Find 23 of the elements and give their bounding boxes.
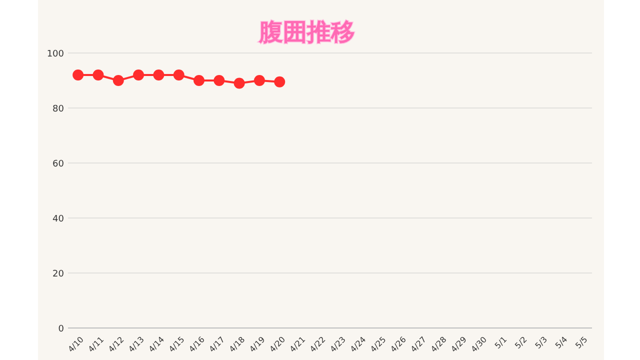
point bbox=[173, 70, 184, 80]
y-tick-label: 20 bbox=[52, 270, 64, 280]
point bbox=[133, 70, 144, 80]
y-tick-label: 80 bbox=[52, 104, 64, 114]
point bbox=[254, 75, 265, 86]
x-tick-label: 5/2 bbox=[513, 335, 529, 350]
point bbox=[274, 76, 286, 88]
y-tick-label: 0 bbox=[58, 324, 64, 334]
x-tick-label: 5/4 bbox=[554, 335, 570, 350]
x-tick-label: 5/5 bbox=[574, 335, 590, 350]
y-tick-label: 40 bbox=[52, 214, 64, 224]
x-tick-label: 5/3 bbox=[534, 335, 549, 350]
x-tick-label: 5/1 bbox=[493, 335, 509, 350]
point bbox=[112, 75, 124, 86]
y-tick-label: 100 bbox=[46, 50, 64, 60]
point bbox=[72, 70, 84, 80]
point bbox=[234, 78, 245, 89]
point bbox=[153, 70, 164, 80]
y-tick-label: 60 bbox=[52, 160, 64, 170]
point bbox=[214, 75, 225, 86]
point bbox=[92, 70, 104, 80]
point bbox=[194, 75, 204, 86]
chart-title: 腹囲推移 bbox=[258, 18, 355, 46]
